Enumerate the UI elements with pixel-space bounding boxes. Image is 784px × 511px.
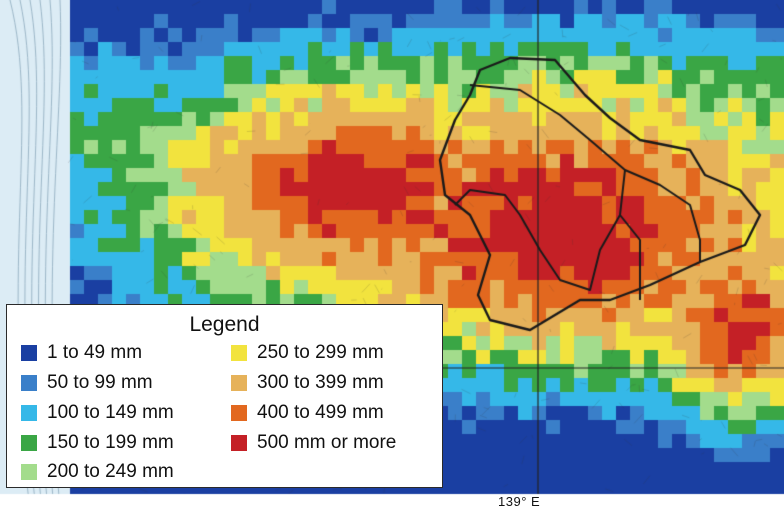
legend-swatch <box>21 435 37 451</box>
legend-item-100-149: 100 to 149 mm <box>21 401 174 425</box>
legend-box: Legend 1 to 49 mm 50 to 99 mm 100 to 149… <box>6 304 443 488</box>
legend-item-label: 50 to 99 mm <box>47 372 153 393</box>
legend-item-300-399: 300 to 399 mm <box>231 371 384 395</box>
legend-item-label: 250 to 299 mm <box>257 342 384 363</box>
legend-item-50-99: 50 to 99 mm <box>21 371 153 395</box>
legend-item-400-499: 400 to 499 mm <box>231 401 384 425</box>
legend-swatch <box>21 375 37 391</box>
legend-item-label: 500 mm or more <box>257 432 397 453</box>
legend-swatch <box>21 345 37 361</box>
legend-item-150-199: 150 to 199 mm <box>21 431 174 455</box>
legend-item-label: 150 to 199 mm <box>47 432 174 453</box>
legend-title: Legend <box>189 313 260 336</box>
legend-swatch <box>231 345 247 361</box>
legend-swatch <box>231 405 247 421</box>
longitude-label: 139° E <box>498 494 541 509</box>
legend-swatch <box>231 435 247 451</box>
legend-item-label: 1 to 49 mm <box>47 342 143 363</box>
legend-swatch <box>21 464 37 480</box>
legend-swatch <box>21 405 37 421</box>
legend-item-1-49: 1 to 49 mm <box>21 341 142 365</box>
legend-item-200-249: 200 to 249 mm <box>21 460 174 484</box>
legend-swatch <box>231 375 247 391</box>
legend-item-label: 400 to 499 mm <box>257 402 384 423</box>
legend-item-250-299: 250 to 299 mm <box>231 341 384 365</box>
legend-item-label: 200 to 249 mm <box>47 461 174 482</box>
legend-item-label: 100 to 149 mm <box>47 402 174 423</box>
legend-item-500-plus: 500 mm or more <box>231 431 396 455</box>
legend-item-label: 300 to 399 mm <box>257 372 384 393</box>
